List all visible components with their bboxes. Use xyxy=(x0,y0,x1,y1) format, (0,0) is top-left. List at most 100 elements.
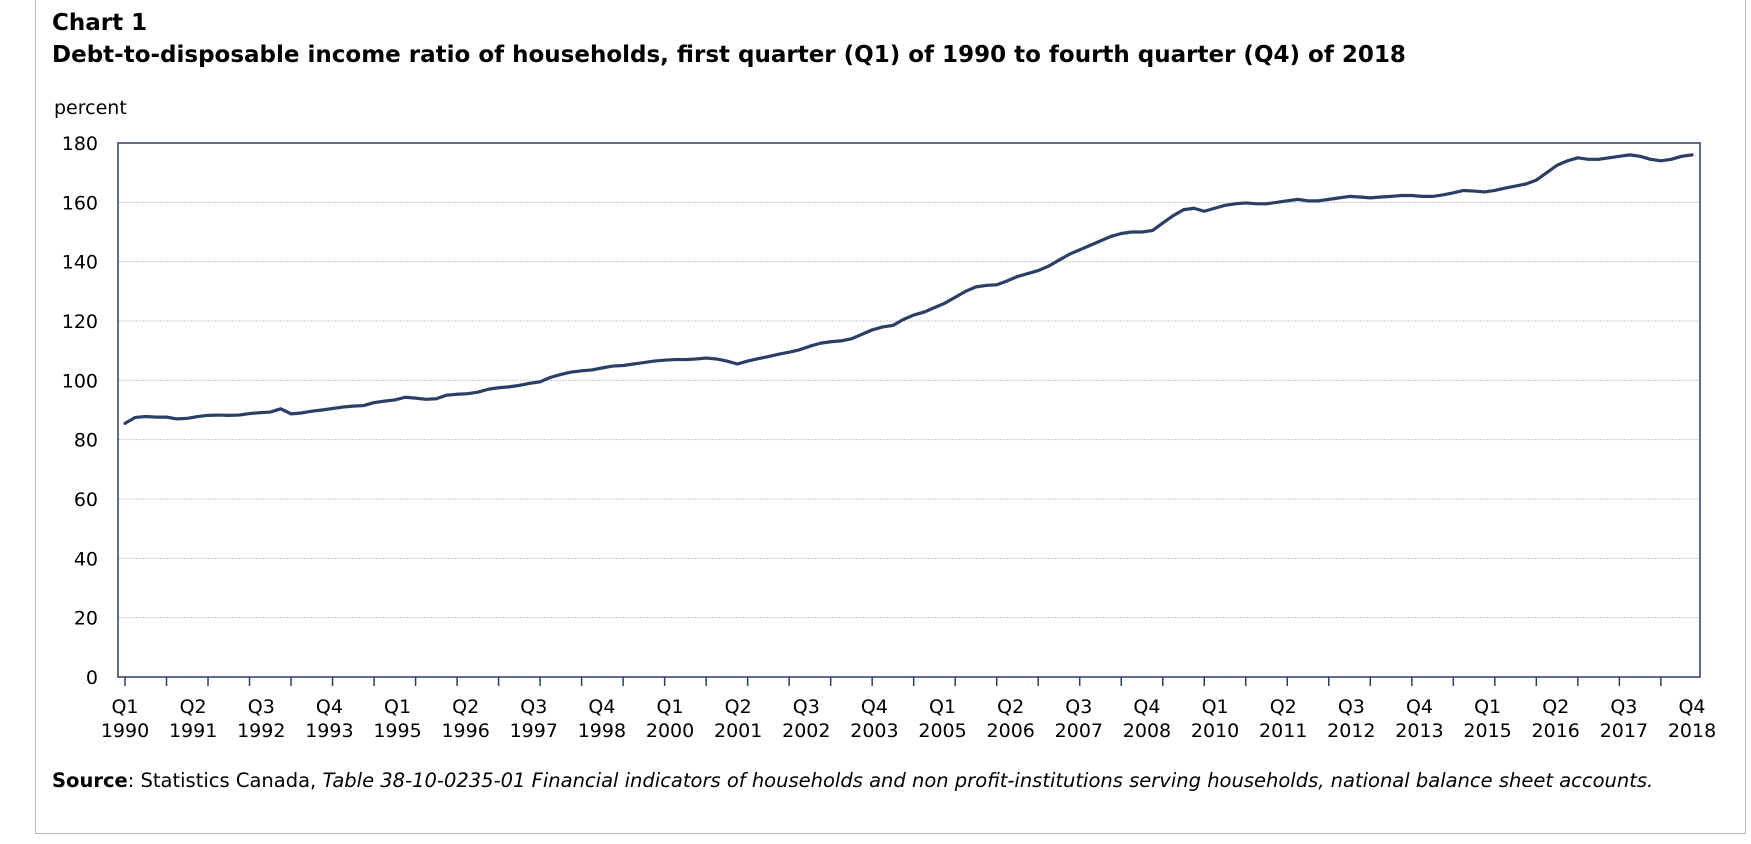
data-point xyxy=(1140,230,1144,234)
y-tick-label: 120 xyxy=(62,311,98,333)
data-point xyxy=(227,413,231,417)
data-point xyxy=(1317,199,1320,203)
data-point xyxy=(756,357,760,361)
data-point xyxy=(1192,206,1196,210)
y-tick-label: 140 xyxy=(62,252,98,274)
data-point xyxy=(486,387,490,391)
data-point xyxy=(414,396,417,400)
axis-labels: percent 020406080100120140160180Q11990Q2… xyxy=(54,97,1716,742)
data-point xyxy=(268,410,272,414)
x-tick-label-year: 1997 xyxy=(510,720,558,742)
x-tick-label-quarter: Q3 xyxy=(248,696,275,718)
data-point xyxy=(1244,201,1248,205)
data-point xyxy=(538,380,542,384)
data-point xyxy=(943,301,947,305)
data-point xyxy=(1348,195,1351,198)
data-point xyxy=(600,366,604,370)
x-tick-label-quarter: Q4 xyxy=(1133,696,1160,718)
data-point xyxy=(611,364,615,368)
data-point xyxy=(777,352,781,356)
x-tick-label-year: 1990 xyxy=(101,720,149,742)
data-point xyxy=(1067,252,1071,256)
x-tick-label-quarter: Q2 xyxy=(1542,696,1569,718)
x-tick-label-year: 2005 xyxy=(918,720,966,742)
data-point xyxy=(1389,195,1393,198)
data-point xyxy=(1254,202,1258,206)
data-point xyxy=(455,392,459,396)
data-point xyxy=(517,383,521,387)
data-point xyxy=(372,401,376,404)
data-point xyxy=(445,393,449,397)
data-point xyxy=(1337,196,1341,200)
x-tick-label-year: 2002 xyxy=(782,720,830,742)
data-point xyxy=(331,407,334,410)
plot-border xyxy=(117,142,1701,678)
data-point xyxy=(1109,235,1113,238)
data-point xyxy=(393,398,397,402)
data-point xyxy=(1649,157,1652,161)
data-point xyxy=(953,295,957,299)
x-tick-label-year: 2015 xyxy=(1463,720,1511,742)
data-point xyxy=(1275,200,1279,204)
data-point xyxy=(165,415,168,419)
data-point xyxy=(1493,189,1497,192)
x-tick-label-year: 2012 xyxy=(1327,720,1375,742)
data-point xyxy=(1659,159,1663,163)
x-tick-label-quarter: Q1 xyxy=(384,696,411,718)
data-point xyxy=(735,362,739,366)
data-point xyxy=(154,415,158,419)
data-point xyxy=(217,413,220,417)
x-tick-label-quarter: Q4 xyxy=(588,696,615,718)
x-tick-label-year: 2003 xyxy=(850,720,898,742)
data-point xyxy=(1441,193,1445,197)
data-point xyxy=(1016,275,1019,278)
data-point xyxy=(1026,272,1030,275)
data-point xyxy=(1607,156,1611,160)
data-point xyxy=(476,390,480,394)
data-point xyxy=(704,356,708,360)
x-tick-label-year: 2017 xyxy=(1600,720,1648,742)
x-tick-label-year: 1992 xyxy=(237,720,285,742)
data-point xyxy=(1161,221,1165,225)
data-point xyxy=(403,395,407,399)
x-tick-label-year: 2008 xyxy=(1123,720,1171,742)
data-point xyxy=(829,340,833,344)
data-point xyxy=(279,407,283,411)
data-point xyxy=(798,348,801,352)
x-tick-label-quarter: Q1 xyxy=(1202,696,1229,718)
y-tick-label: 180 xyxy=(62,133,98,155)
data-point xyxy=(1586,157,1590,161)
data-point xyxy=(632,362,635,366)
series-line xyxy=(123,153,1694,425)
data-point xyxy=(196,415,200,418)
data-point xyxy=(984,284,988,287)
data-point xyxy=(580,369,584,373)
x-tick-label-quarter: Q2 xyxy=(1270,696,1297,718)
data-point xyxy=(341,405,345,409)
data-point xyxy=(569,370,573,374)
data-point xyxy=(1628,153,1632,157)
data-point xyxy=(715,357,718,361)
chart-title: Debt-to-disposable income ratio of house… xyxy=(52,42,1406,68)
x-tick-label-year: 2011 xyxy=(1259,720,1307,742)
data-point xyxy=(1420,195,1424,198)
chart-frame xyxy=(35,0,1746,834)
y-tick-label: 100 xyxy=(62,370,98,392)
x-tick-label-year: 1996 xyxy=(441,720,489,742)
data-point xyxy=(248,412,251,415)
data-point xyxy=(1306,199,1310,203)
data-point xyxy=(642,361,646,364)
data-point xyxy=(310,409,314,413)
x-tick-label-quarter: Q3 xyxy=(1065,696,1092,718)
data-point xyxy=(767,355,770,358)
data-point xyxy=(912,313,916,317)
x-tick-label-year: 1995 xyxy=(373,720,421,742)
y-tick-label: 40 xyxy=(74,548,98,570)
x-tick-label-year: 2016 xyxy=(1532,720,1580,742)
source-note: Source: Statistics Canada, Table 38-10-0… xyxy=(52,768,1732,794)
x-tick-label-quarter: Q4 xyxy=(861,696,888,718)
data-point xyxy=(922,310,926,314)
data-point xyxy=(1202,209,1206,213)
data-point xyxy=(818,341,822,345)
data-point xyxy=(933,306,936,310)
